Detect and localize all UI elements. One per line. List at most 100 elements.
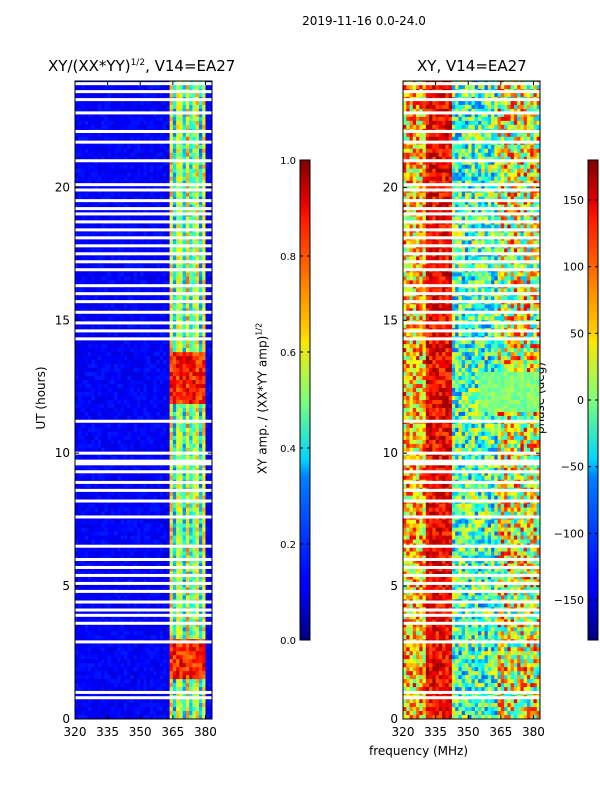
heatmap-cell bbox=[110, 427, 115, 433]
heatmap-cell bbox=[169, 340, 174, 345]
heatmap-cell bbox=[97, 124, 102, 130]
heatmap-cell bbox=[153, 403, 157, 409]
heatmap-cell bbox=[114, 435, 118, 441]
heatmap-cell bbox=[150, 248, 154, 253]
heatmap-cell bbox=[205, 120, 210, 126]
heatmap-cell bbox=[159, 388, 164, 393]
heatmap-cell bbox=[78, 427, 82, 433]
heatmap-cell bbox=[97, 204, 102, 209]
heatmap-cell bbox=[153, 176, 157, 182]
heatmap-cell bbox=[117, 539, 122, 544]
heatmap-cell bbox=[198, 527, 203, 532]
heatmap-cell bbox=[179, 463, 184, 469]
heatmap-cell bbox=[136, 108, 141, 114]
heatmap-cell bbox=[163, 316, 167, 321]
heatmap-cell bbox=[185, 160, 190, 166]
heatmap-cell bbox=[182, 148, 187, 154]
heatmap-cell bbox=[127, 160, 131, 166]
heatmap-cell bbox=[81, 312, 86, 317]
heatmap-cell bbox=[205, 256, 210, 261]
left-plot-title-suffix: , V14=EA27 bbox=[145, 57, 236, 75]
heatmap-cell bbox=[179, 100, 184, 106]
heatmap-cell bbox=[136, 296, 141, 301]
heatmap-cell bbox=[120, 148, 125, 154]
heatmap-cell bbox=[78, 304, 82, 309]
heatmap-cell bbox=[150, 92, 154, 98]
heatmap-cell bbox=[159, 511, 164, 517]
heatmap-cell bbox=[202, 164, 206, 170]
heatmap-cell bbox=[189, 312, 193, 317]
heatmap-cell bbox=[114, 316, 118, 321]
heatmap-cell bbox=[75, 443, 79, 449]
heatmap-cell bbox=[123, 415, 128, 421]
heatmap-cell bbox=[146, 495, 151, 501]
heatmap-cell bbox=[150, 352, 154, 357]
heatmap-cell bbox=[166, 431, 170, 437]
heatmap-cell bbox=[198, 184, 203, 190]
heatmap-cell bbox=[120, 280, 125, 285]
heatmap-cell bbox=[166, 120, 170, 126]
heatmap-cell bbox=[143, 288, 148, 293]
heatmap-cell bbox=[205, 471, 210, 477]
heatmap-cell bbox=[143, 156, 148, 162]
heatmap-cell bbox=[163, 312, 167, 317]
heatmap-cell bbox=[182, 415, 187, 421]
heatmap-cell bbox=[114, 116, 118, 122]
heatmap-cell bbox=[202, 196, 206, 202]
heatmap-cell bbox=[75, 392, 79, 397]
heatmap-cell bbox=[143, 152, 148, 158]
heatmap-cell bbox=[127, 208, 131, 213]
heatmap-cell bbox=[163, 352, 167, 357]
heatmap-cell bbox=[110, 120, 115, 126]
heatmap-cell bbox=[84, 304, 89, 309]
heatmap-cell bbox=[91, 240, 95, 245]
heatmap-cell bbox=[195, 264, 200, 269]
heatmap-cell bbox=[140, 344, 144, 349]
heatmap-cell bbox=[185, 144, 190, 150]
heatmap-cell bbox=[143, 447, 148, 453]
heatmap-cell bbox=[205, 396, 210, 401]
heatmap-cell bbox=[172, 368, 177, 373]
heatmap-cell bbox=[176, 308, 180, 313]
heatmap-cell bbox=[94, 523, 99, 528]
heatmap-cell bbox=[192, 156, 197, 162]
heatmap-cell bbox=[127, 112, 131, 118]
heatmap-cell bbox=[107, 380, 112, 385]
heatmap-cell bbox=[182, 483, 187, 489]
heatmap-cell bbox=[101, 176, 105, 182]
heatmap-cell bbox=[114, 112, 118, 118]
heatmap-cell bbox=[163, 539, 167, 544]
heatmap-cell bbox=[97, 380, 102, 385]
heatmap-cell bbox=[75, 332, 79, 337]
heatmap-cell bbox=[169, 388, 174, 393]
heatmap-cell bbox=[120, 84, 125, 90]
heatmap-cell bbox=[208, 192, 212, 198]
heatmap-cell bbox=[136, 304, 141, 309]
heatmap-cell bbox=[107, 200, 112, 206]
heatmap-cell bbox=[195, 523, 200, 528]
heatmap-cell bbox=[143, 308, 148, 313]
heatmap-cell bbox=[91, 316, 95, 321]
heatmap-cell bbox=[133, 340, 138, 345]
heatmap-cell bbox=[78, 164, 82, 170]
heatmap-cell bbox=[127, 84, 131, 90]
heatmap-cell bbox=[136, 507, 141, 513]
heatmap-cell bbox=[123, 216, 128, 221]
heatmap-cell bbox=[185, 507, 190, 513]
heatmap-cell bbox=[114, 463, 118, 469]
heatmap-cell bbox=[146, 475, 151, 481]
heatmap-cell bbox=[114, 364, 118, 369]
heatmap-cell bbox=[91, 272, 95, 277]
heatmap-cell bbox=[84, 467, 89, 473]
heatmap-cell bbox=[114, 527, 118, 532]
heatmap-cell bbox=[182, 447, 187, 453]
heatmap-cell bbox=[140, 447, 144, 453]
heatmap-cell bbox=[166, 503, 170, 509]
heatmap-cell bbox=[117, 431, 122, 437]
heatmap-cell bbox=[88, 352, 92, 357]
heatmap-cell bbox=[133, 475, 138, 481]
heatmap-cell bbox=[156, 152, 161, 158]
heatmap-cell bbox=[150, 427, 154, 433]
heatmap-cell bbox=[104, 388, 109, 393]
heatmap-cell bbox=[169, 443, 174, 449]
